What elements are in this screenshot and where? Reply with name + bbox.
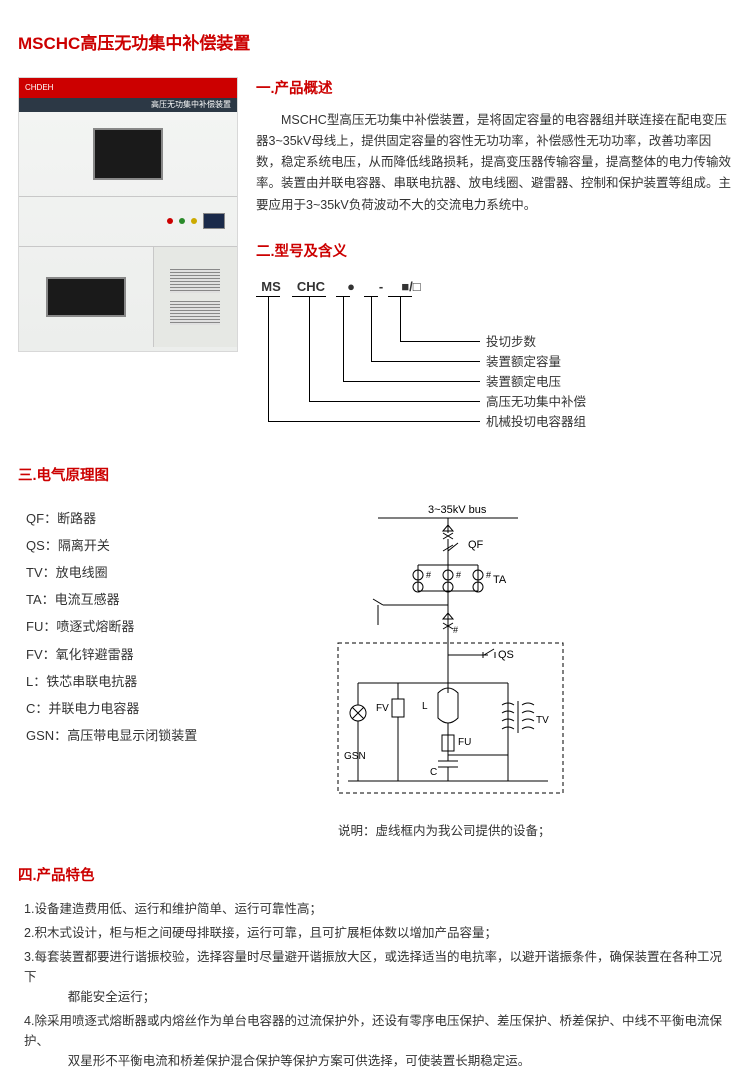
legend-l: L：铁芯串联电抗器 xyxy=(26,671,218,693)
svg-text:FU: FU xyxy=(458,737,471,748)
indicator-yellow xyxy=(191,218,197,224)
legend-gsn: GSN：高压带电显示闭锁装置 xyxy=(26,725,218,747)
svg-text:C: C xyxy=(430,767,437,778)
svg-text:FV: FV xyxy=(376,703,389,714)
legend-qf: QF：断路器 xyxy=(26,508,218,530)
code-chc: CHC xyxy=(296,276,326,298)
legend-fu: FU：喷逐式熔断器 xyxy=(26,616,218,638)
label-steps: 投切步数 xyxy=(486,332,536,353)
label-capacity: 装置额定容量 xyxy=(486,352,561,373)
legend-c: C：并联电力电容器 xyxy=(26,698,218,720)
label-hv: 高压无功集中补偿 xyxy=(486,392,586,413)
svg-text:QF: QF xyxy=(468,539,484,551)
indicator-red xyxy=(167,218,173,224)
label-mech: 机械投切电容器组 xyxy=(486,412,586,433)
section3-heading: 三.电气原理图 xyxy=(18,464,732,489)
bus-label: 3~35kV bus xyxy=(428,504,487,516)
indicator-green xyxy=(179,218,185,224)
section1-heading: 一.产品概述 xyxy=(256,77,732,102)
svg-text:#: # xyxy=(426,570,431,580)
section4-heading: 四.产品特色 xyxy=(18,864,732,889)
cab-window-upper xyxy=(93,128,163,180)
legend-tv: TV：放电线圈 xyxy=(26,562,218,584)
feature-3: 3.每套装置都要进行谐振校验，选择容量时尽量避开谐振放大区，或选择适当的电抗率，… xyxy=(24,947,732,1007)
svg-text:#: # xyxy=(456,570,461,580)
circuit-diagram: 3~35kV bus QF # # xyxy=(298,503,578,813)
code-dot: ● xyxy=(336,276,366,298)
vent-top xyxy=(170,269,220,293)
feature-4: 4.除采用喷逐式熔断器或内熔丝作为单台电容器的过流保护外，还设有零序电压保护、差… xyxy=(24,1011,732,1071)
legend: QF：断路器 QS：隔离开关 TV：放电线圈 TA：电流互感器 FU：喷逐式熔断… xyxy=(18,503,218,752)
svg-text:QS: QS xyxy=(498,649,514,661)
svg-text:TA: TA xyxy=(493,574,507,586)
circuit-note: 说明：虚线框内为我公司提供的设备； xyxy=(298,821,578,842)
feature-1: 1.设备建造费用低、运行和维护简单、运行可靠性高； xyxy=(24,899,732,919)
feature-list: 1.设备建造费用低、运行和维护简单、运行可靠性高； 2.积木式设计，柜与柜之间硬… xyxy=(18,899,732,1071)
code-ms: MS xyxy=(256,276,286,298)
feature-2: 2.积木式设计，柜与柜之间硬母排联接，运行可靠，且可扩展柜体数以增加产品容量； xyxy=(24,923,732,943)
cab-strip: 高压无功集中补偿装置 xyxy=(19,98,237,112)
legend-ta: TA：电流互感器 xyxy=(26,589,218,611)
svg-text:#: # xyxy=(486,570,491,580)
label-voltage: 装置额定电压 xyxy=(486,372,561,393)
model-diagram: MS CHC ● - ■/□ 投切步数 装置额定容量 装置额定电压 高压无功集 xyxy=(256,276,732,436)
top-row: CHDEH 高压无功集中补偿装置 一.产品概述 MSCHC型高压无功集中补偿装置… xyxy=(18,77,732,437)
section2-heading: 二.型号及含义 xyxy=(256,240,732,265)
page-title: MSCHC高压无功集中补偿装置 xyxy=(18,30,732,59)
cab-lcd xyxy=(203,213,225,229)
section1-body: MSCHC型高压无功集中补偿装置，是将固定容量的电容器组并联连接在配电变压器3~… xyxy=(256,110,732,216)
cabinet-photo: CHDEH 高压无功集中补偿装置 xyxy=(18,77,238,352)
svg-text:L: L xyxy=(422,701,428,712)
code-dash: - xyxy=(376,276,386,298)
legend-qs: QS：隔离开关 xyxy=(26,535,218,557)
code-box: ■/□ xyxy=(396,276,426,298)
legend-fv: FV：氧化锌避雷器 xyxy=(26,644,218,666)
cab-brand: CHDEH xyxy=(25,81,53,95)
svg-text:#: # xyxy=(453,625,458,635)
svg-text:GSN: GSN xyxy=(344,751,366,762)
cab-window-lower xyxy=(46,277,126,317)
svg-text:TV: TV xyxy=(536,715,549,726)
vent-bottom xyxy=(170,301,220,325)
